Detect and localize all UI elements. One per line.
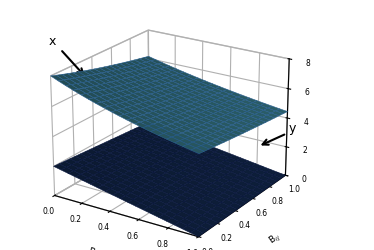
Y-axis label: B$_{ij}$: B$_{ij}$ bbox=[267, 229, 284, 247]
Text: x: x bbox=[49, 35, 56, 48]
X-axis label: B$_{ik}$, B$_{jk}$: B$_{ik}$, B$_{jk}$ bbox=[86, 244, 120, 250]
Text: y: y bbox=[288, 121, 296, 134]
